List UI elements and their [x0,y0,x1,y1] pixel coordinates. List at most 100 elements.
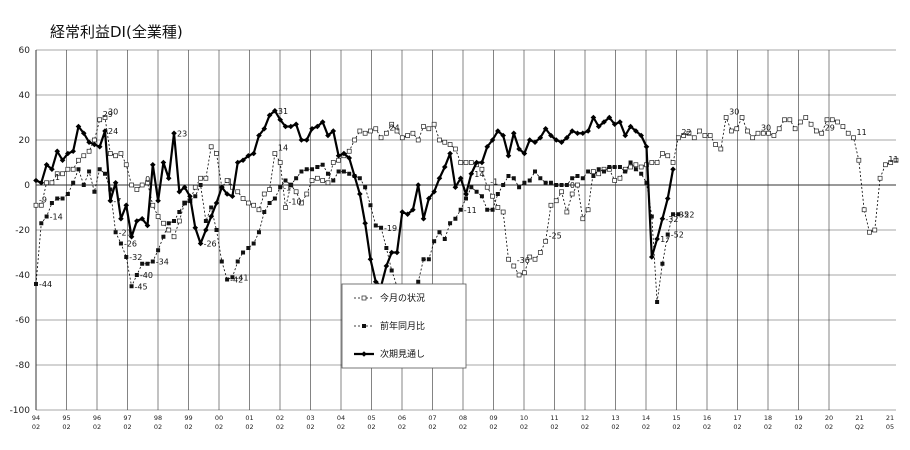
data-point [38,179,45,186]
data-point [203,227,209,233]
data-point [165,175,172,182]
data-point [230,275,235,280]
data-point [554,183,559,187]
data-point [55,196,60,201]
data-point [469,185,474,190]
data-point [447,150,453,157]
x-tick-year: 01 [245,414,253,422]
data-point [86,148,92,154]
y-tick-label: 0 [24,181,30,191]
data-point [208,213,214,220]
data-point [177,210,182,214]
y-axis: 60 40 20 0 -20 -40 -60 -80 -100 [10,46,37,416]
data-point [320,162,325,167]
data-point [282,123,289,130]
data-point [564,209,570,215]
data-point [671,212,676,217]
data-point [181,184,188,191]
data-point [729,128,734,134]
data-point [463,191,469,197]
data-point [558,139,565,146]
data-point [241,250,246,255]
data-point [766,130,771,136]
data-point [585,128,591,134]
data-point [808,121,814,127]
data-point [118,241,123,246]
legend-label: 前年同月比 [380,320,425,332]
data-point [490,193,495,199]
data-point [782,117,787,123]
data-point [655,300,660,304]
data-point [54,148,61,155]
data-point [607,165,612,169]
data-point [80,130,87,137]
data-point [310,167,315,172]
data-point [134,187,140,192]
data-point [103,171,108,176]
data-point [394,128,400,134]
x-tick-year: 21 [886,414,894,422]
data-label: 0 [145,175,150,184]
data-point [373,223,378,228]
data-point [219,184,225,191]
data-point [325,171,330,176]
data-point [580,216,586,222]
data-label: -32 [129,253,142,262]
x-tick-year: 98 [154,414,162,422]
data-point [176,188,183,195]
data-point [49,166,55,173]
legend-label: 今月の状況 [380,292,425,304]
data-point [649,160,655,165]
data-point [516,146,522,152]
x-tick-year: 19 [794,414,802,422]
data-point [363,185,368,190]
data-point [553,198,559,204]
data-point [436,175,443,182]
data-point [734,126,740,132]
x-tick-year: 18 [764,414,772,422]
data-label: 0 [570,181,575,190]
data-point [193,194,198,199]
x-tick-year: 05 [367,414,375,422]
data-point [134,218,140,224]
data-point [65,150,71,157]
data-point [612,178,617,183]
data-point [723,115,729,120]
data-point [303,137,310,143]
data-point [102,128,108,134]
data-point [473,159,480,166]
data-point [341,169,346,174]
data-point [325,180,331,186]
data-point [76,157,81,163]
x-tick-year: 95 [62,414,70,422]
data-point [415,137,421,143]
data-point [448,221,453,226]
data-point [532,256,538,262]
data-label: -41 [235,273,248,282]
x-tick-month: 02 [337,423,345,431]
data-label: 31 [278,107,288,116]
x-tick-month: 02 [611,423,619,431]
data-point [633,162,639,168]
data-point [522,180,527,185]
data-point [267,187,272,192]
data-point [49,201,54,205]
data-point [500,132,506,139]
data-point [453,216,458,221]
data-point [681,133,687,138]
data-point [203,175,209,181]
data-point [134,273,139,277]
data-point [543,180,548,185]
data-point [426,257,431,262]
data-point [155,214,161,219]
x-tick-month: 02 [245,423,253,431]
data-point [888,160,894,165]
data-point [426,195,432,202]
data-point [564,183,569,187]
data-point [771,133,777,138]
data-point [209,205,214,210]
data-point [447,142,453,147]
data-point [527,178,532,183]
data-point [245,200,251,206]
x-tick-year: 00 [215,414,223,422]
